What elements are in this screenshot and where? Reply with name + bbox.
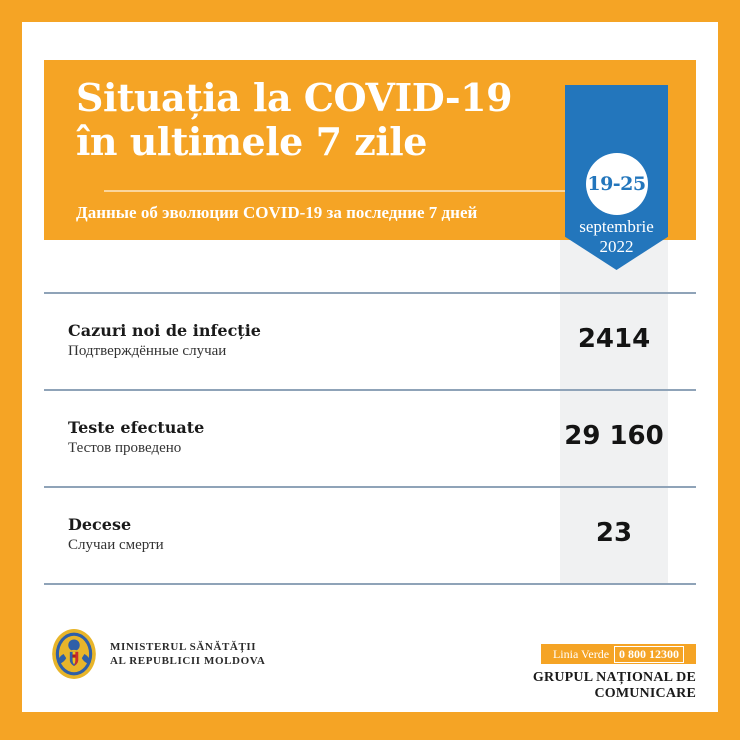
footer: MINISTERUL SĂNĂTĂȚII AL REPUBLICII MOLDO… (44, 620, 696, 701)
stat-text-group: Decese Случаи смерти (68, 515, 164, 555)
stat-value: 29 160 (564, 421, 664, 451)
stat-value: 23 (595, 518, 633, 548)
title-wrap: Situația la COVID-19 în ultimele 7 zile (76, 76, 556, 164)
ministry-name-line-1: MINISTERUL SĂNĂTĂȚII (110, 641, 257, 653)
hotline-label: Linia Verde (552, 646, 610, 661)
page-subtitle-ru: Данные об эволюции COVID-19 за последние… (76, 203, 478, 222)
ministry-seal-icon (52, 629, 96, 679)
date-circle: 19-25 (585, 153, 648, 215)
hotline-number: 0 800 12300 (614, 645, 685, 663)
ministry-logo-group: MINISTERUL SĂNĂTĂȚII AL REPUBLICII MOLDO… (48, 628, 265, 680)
stat-label-ru: Подтверждённые случаи (68, 343, 227, 359)
date-month-label: septembrie (579, 217, 654, 236)
stat-label-ru: Случаи смерти (68, 537, 164, 553)
stats-table: Cazuri noi de infecție Подтверждённые сл… (44, 292, 696, 585)
stat-label-ru: Тестов проведено (68, 440, 182, 456)
stat-text-group: Cazuri noi de infecție Подтверждённые сл… (68, 321, 261, 361)
stat-label-ro: Decese (68, 515, 132, 534)
date-year-label: 2022 (599, 237, 634, 256)
stat-label-ro: Cazuri noi de infecție (68, 321, 261, 340)
title-divider (104, 190, 582, 192)
hotline-banner: Linia Verde 0 800 12300 (541, 644, 696, 664)
table-row: Decese Случаи смерти 23 (44, 486, 696, 585)
stat-text-group: Teste efectuate Тестов проведено (68, 418, 204, 458)
page-title-line-2: în ultimele 7 zile (76, 119, 427, 164)
value-column-band (560, 240, 668, 585)
date-ribbon: 19-25 septembrie 2022 (565, 85, 668, 270)
stat-value: 2414 (577, 324, 651, 354)
stat-label-ro: Teste efectuate (68, 418, 205, 437)
date-range-label: 19-25 (587, 173, 646, 195)
table-row: Cazuri noi de infecție Подтверждённые сл… (44, 292, 696, 389)
ministry-name-line-2: AL REPUBLICII MOLDOVA (110, 655, 266, 667)
communication-group-name: GRUPUL NAȚIONAL DE COMUNICARE (532, 670, 696, 701)
page-title-line-1: Situația la COVID-19 (76, 75, 513, 120)
table-row: Teste efectuate Тестов проведено 29 160 (44, 389, 696, 486)
ministry-name: MINISTERUL SĂNĂTĂȚII AL REPUBLICII MOLDO… (110, 640, 265, 668)
